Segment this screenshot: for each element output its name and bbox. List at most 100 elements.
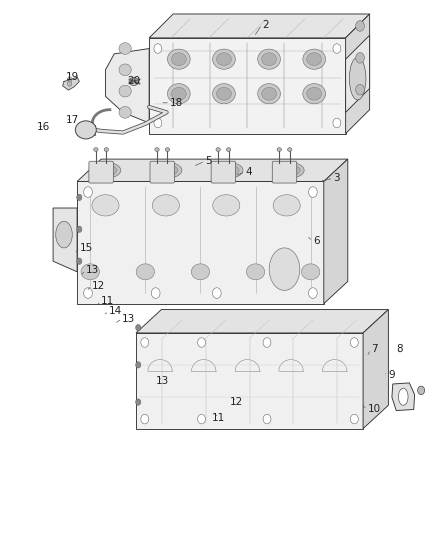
Polygon shape (363, 310, 389, 429)
Ellipse shape (226, 148, 231, 151)
Polygon shape (149, 14, 370, 38)
Ellipse shape (213, 195, 240, 216)
Ellipse shape (155, 148, 159, 151)
Text: 12: 12 (230, 397, 243, 407)
Circle shape (136, 362, 141, 368)
Circle shape (154, 118, 162, 128)
Polygon shape (77, 181, 324, 304)
Circle shape (350, 414, 358, 424)
Text: 13: 13 (122, 313, 135, 324)
Circle shape (356, 21, 364, 31)
Text: 2: 2 (262, 20, 268, 30)
Circle shape (308, 288, 317, 298)
Polygon shape (77, 159, 348, 181)
Ellipse shape (94, 165, 117, 175)
Ellipse shape (165, 148, 170, 151)
Ellipse shape (303, 49, 325, 69)
Ellipse shape (261, 87, 276, 100)
Ellipse shape (119, 107, 131, 118)
Ellipse shape (129, 77, 139, 85)
Circle shape (356, 84, 364, 95)
Ellipse shape (269, 248, 300, 290)
Ellipse shape (167, 84, 190, 104)
Polygon shape (63, 77, 79, 90)
Ellipse shape (277, 148, 282, 151)
Circle shape (350, 338, 358, 348)
Ellipse shape (273, 195, 300, 216)
Ellipse shape (212, 163, 243, 178)
Circle shape (77, 258, 82, 264)
Circle shape (84, 288, 92, 298)
Polygon shape (324, 159, 348, 304)
Text: 20: 20 (127, 77, 141, 86)
Ellipse shape (152, 195, 180, 216)
Ellipse shape (104, 148, 109, 151)
Text: 8: 8 (396, 344, 403, 354)
Ellipse shape (216, 53, 231, 66)
Ellipse shape (171, 87, 186, 100)
Ellipse shape (56, 221, 72, 248)
FancyBboxPatch shape (89, 161, 113, 183)
Ellipse shape (119, 85, 131, 97)
Circle shape (77, 226, 82, 232)
Ellipse shape (212, 49, 235, 69)
Ellipse shape (75, 121, 96, 139)
Polygon shape (346, 14, 370, 134)
Text: 5: 5 (205, 156, 212, 166)
Ellipse shape (350, 58, 366, 100)
Polygon shape (346, 35, 370, 112)
Text: 17: 17 (65, 115, 78, 125)
Ellipse shape (307, 87, 321, 100)
Ellipse shape (216, 87, 231, 100)
Polygon shape (136, 310, 389, 333)
Text: 9: 9 (389, 370, 395, 380)
Text: 13: 13 (86, 265, 99, 275)
Circle shape (77, 194, 82, 200)
Circle shape (212, 288, 221, 298)
Polygon shape (136, 333, 363, 429)
Text: 15: 15 (80, 243, 93, 253)
Text: 10: 10 (367, 404, 381, 414)
Text: 16: 16 (36, 122, 50, 132)
Circle shape (141, 414, 149, 424)
Ellipse shape (261, 53, 276, 66)
Circle shape (84, 187, 92, 197)
Ellipse shape (399, 388, 408, 405)
Circle shape (333, 118, 341, 128)
Circle shape (136, 325, 141, 331)
Ellipse shape (136, 264, 155, 280)
FancyBboxPatch shape (272, 161, 297, 183)
Ellipse shape (171, 53, 186, 66)
Ellipse shape (258, 84, 280, 104)
Circle shape (136, 399, 141, 405)
FancyBboxPatch shape (150, 161, 174, 183)
Ellipse shape (258, 49, 280, 69)
Circle shape (333, 44, 341, 53)
Ellipse shape (274, 163, 304, 178)
Ellipse shape (119, 43, 131, 54)
Ellipse shape (303, 84, 325, 104)
Ellipse shape (216, 148, 220, 151)
Circle shape (263, 338, 271, 348)
Ellipse shape (301, 264, 320, 280)
Text: 14: 14 (109, 306, 122, 316)
Circle shape (154, 44, 162, 53)
Circle shape (418, 386, 425, 394)
Ellipse shape (81, 264, 99, 280)
Text: 4: 4 (245, 167, 252, 177)
Ellipse shape (278, 165, 300, 175)
Circle shape (356, 53, 364, 63)
Ellipse shape (90, 163, 121, 178)
Circle shape (67, 77, 72, 82)
Text: 19: 19 (65, 72, 78, 82)
Circle shape (141, 338, 149, 348)
Ellipse shape (212, 84, 235, 104)
Ellipse shape (307, 53, 321, 66)
Ellipse shape (94, 148, 98, 151)
Circle shape (263, 414, 271, 424)
Polygon shape (53, 208, 77, 272)
Polygon shape (77, 125, 95, 135)
Circle shape (151, 288, 160, 298)
Polygon shape (149, 38, 346, 134)
Ellipse shape (247, 264, 265, 280)
